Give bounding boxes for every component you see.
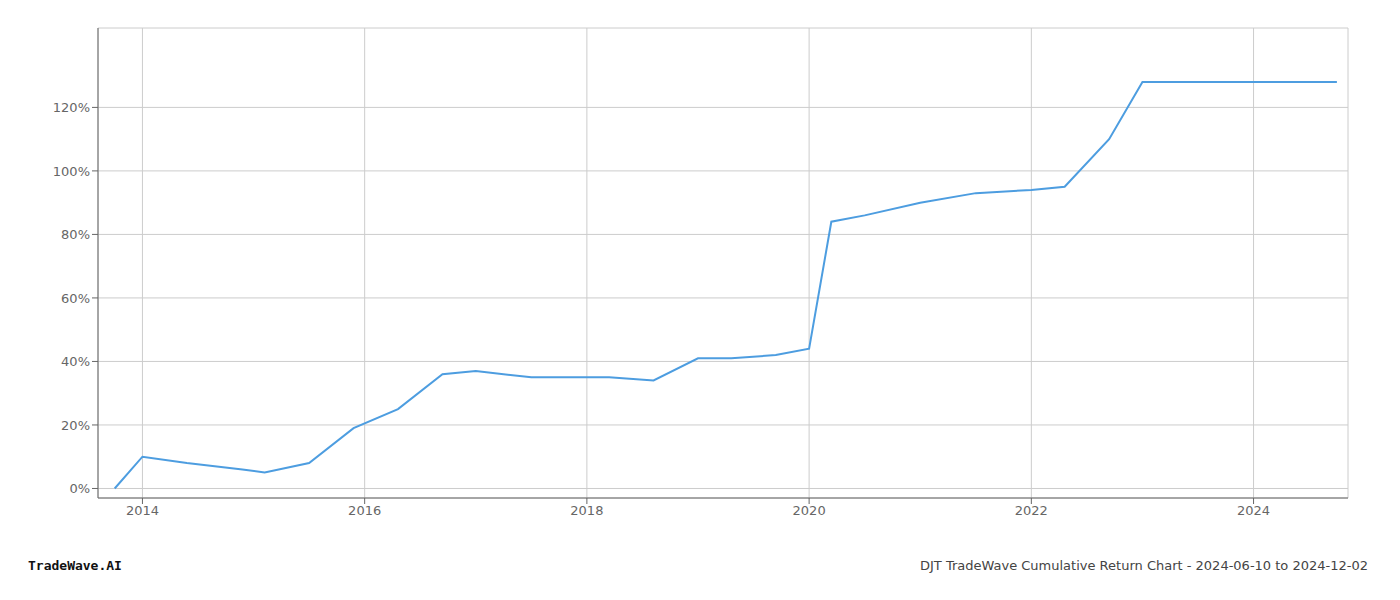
svg-text:40%: 40% xyxy=(61,354,90,369)
svg-text:2018: 2018 xyxy=(570,503,603,518)
html-text:DJT TradeWave Cumulative Retur: DJT TradeWave Cumulative Return Chart - … xyxy=(920,557,1368,573)
svg-text:2020: 2020 xyxy=(793,503,826,518)
svg-text:2024: 2024 xyxy=(1237,503,1270,518)
svg-text:60%: 60% xyxy=(61,291,90,306)
svg-text:0%: 0% xyxy=(69,481,90,496)
svg-text:2016: 2016 xyxy=(348,503,381,518)
svg-text:100%: 100% xyxy=(53,164,90,179)
svg-text:120%: 120% xyxy=(53,100,90,115)
svg-text:80%: 80% xyxy=(61,227,90,242)
svg-text:2014: 2014 xyxy=(126,503,159,518)
html-text:TradeWave.AI: TradeWave.AI xyxy=(28,557,122,573)
svg-text:20%: 20% xyxy=(61,418,90,433)
svg-text:2022: 2022 xyxy=(1015,503,1048,518)
